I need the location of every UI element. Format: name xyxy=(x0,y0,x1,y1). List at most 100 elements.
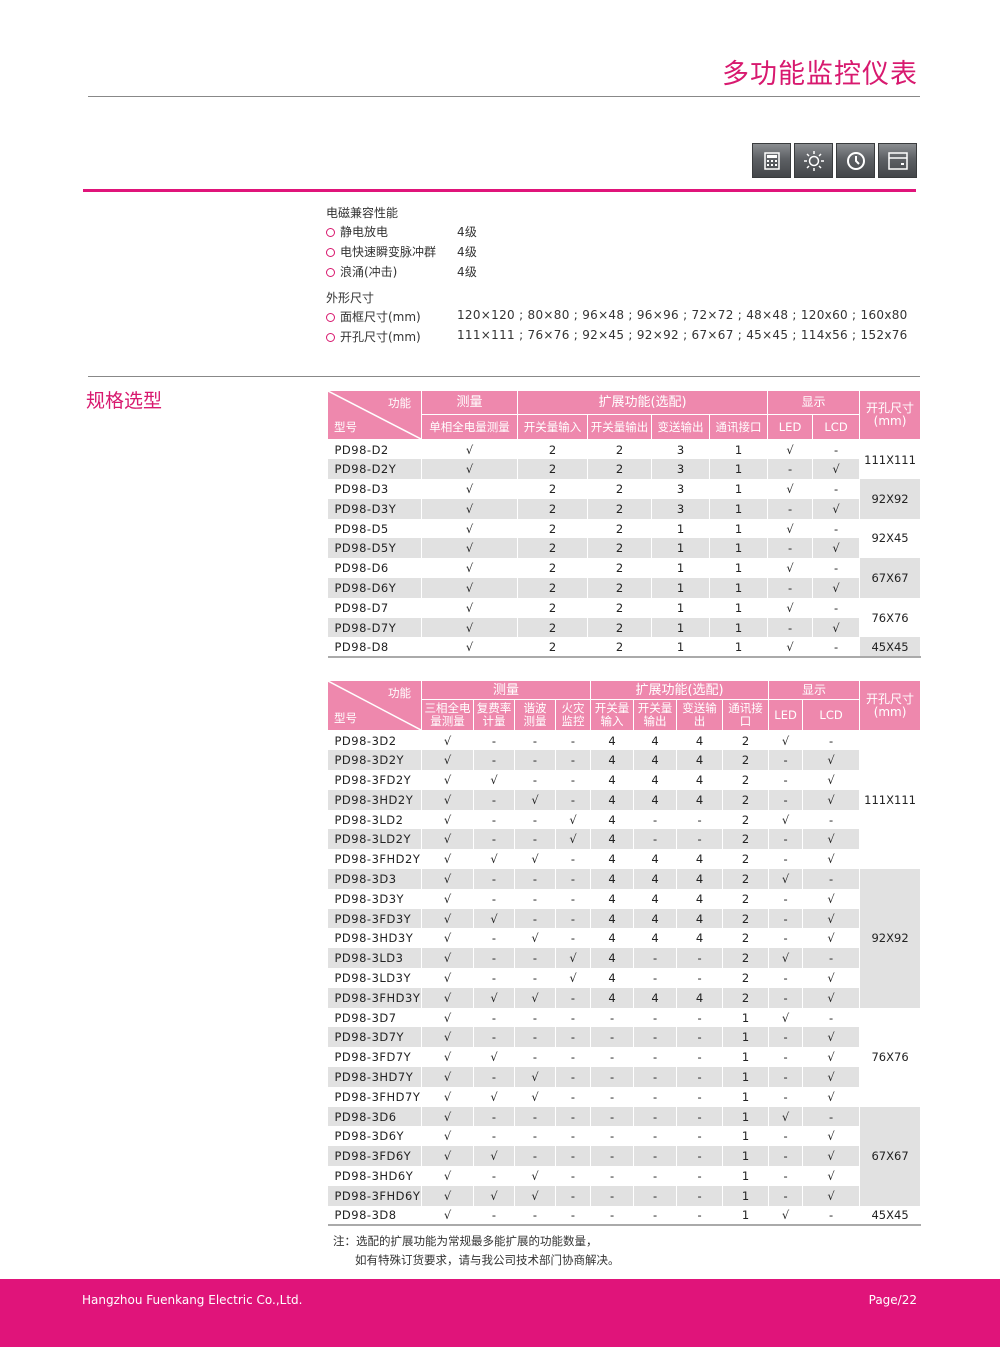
value-cell: - xyxy=(633,1166,678,1186)
table-row: PD98-D7Y √ 2 2 1 1- √ xyxy=(327,617,921,638)
value-cell: √ xyxy=(768,809,804,830)
value-cell: 1 xyxy=(651,578,710,598)
spec-label: 浪涌(冲击) xyxy=(326,263,397,280)
value-cell: - xyxy=(555,1067,592,1087)
value-cell: - xyxy=(555,1146,592,1167)
value-cell: - xyxy=(473,888,515,909)
value-cell: √ xyxy=(802,829,861,850)
value-cell: 1 xyxy=(722,1205,770,1227)
value-cell: 1 xyxy=(709,439,769,460)
value-cell: - xyxy=(676,1027,724,1048)
value-cell: - xyxy=(514,730,556,751)
value-cell: √ xyxy=(768,1007,804,1028)
clock-icon xyxy=(836,143,875,178)
value-cell: - xyxy=(514,750,556,771)
value-cell: 2 xyxy=(722,829,770,850)
model-cell: PD98-D8 xyxy=(327,637,422,659)
value-cell: - xyxy=(514,1027,556,1048)
value-cell: - xyxy=(590,1185,635,1206)
value-cell: √ xyxy=(802,750,861,771)
value-cell: - xyxy=(473,948,515,969)
value-cell: √ xyxy=(802,888,861,909)
spec-value: 111×111 ; 76×76 ; 92×45 ; 92×92 ; 67×67 … xyxy=(457,328,908,342)
value-cell: √ xyxy=(767,518,814,539)
value-cell: 4 xyxy=(633,789,678,810)
value-cell: - xyxy=(514,1205,556,1227)
value-cell: 4 xyxy=(590,849,635,870)
model-cell: PD98-D6Y xyxy=(327,578,422,598)
column-header: 变送输出 xyxy=(676,699,724,731)
value-cell: 2 xyxy=(722,750,770,771)
value-cell: √ xyxy=(473,987,515,1008)
cutout-size-cell: 92X92 xyxy=(859,479,922,519)
value-cell: - xyxy=(590,1166,635,1186)
column-header: 开关量输出 xyxy=(587,414,652,440)
value-cell: - xyxy=(514,829,556,850)
value-cell: 2 xyxy=(722,908,770,929)
group-header: 扩展功能(选配) xyxy=(590,680,770,700)
table-row: PD98-D8 √ 2 2 1 1 √ -45X45 xyxy=(327,637,922,659)
value-cell: √ xyxy=(473,1086,515,1107)
value-cell: - xyxy=(676,829,724,850)
value-cell: - xyxy=(802,1106,861,1127)
model-cell: PD98-3D6Y xyxy=(327,1126,422,1147)
cutout-size-cell: 92X92 xyxy=(859,869,922,1008)
value-cell: - xyxy=(473,789,515,810)
model-cell: PD98-3HD2Y xyxy=(327,789,422,810)
value-cell: √ xyxy=(421,1126,474,1147)
spec-value: 120×120 ; 80×80 ; 96×48 ; 96×96 ; 72×72 … xyxy=(457,308,908,322)
model-cell: PD98-3LD2 xyxy=(327,809,422,830)
model-cell: PD98-D3Y xyxy=(327,498,422,519)
value-cell: - xyxy=(473,1166,515,1186)
value-cell: 1 xyxy=(651,518,710,539)
value-cell: - xyxy=(473,730,515,751)
table-row: PD98-3D3Y √ - - -4 4 4 2- √ xyxy=(327,888,921,909)
value-cell: √ xyxy=(421,578,518,598)
value-cell: - xyxy=(676,1106,724,1127)
value-cell: 4 xyxy=(590,789,635,810)
value-cell: 1 xyxy=(722,1047,770,1068)
value-cell: - xyxy=(473,928,515,949)
spec-value: 4级 xyxy=(457,225,478,239)
section-title: 规格选型 xyxy=(86,390,163,412)
value-cell: √ xyxy=(514,1185,556,1206)
value-cell: - xyxy=(473,869,515,889)
value-cell: 4 xyxy=(676,770,724,790)
value-cell: 3 xyxy=(651,459,710,480)
value-cell: - xyxy=(555,987,592,1008)
value-cell: 2 xyxy=(722,948,770,969)
value-cell: - xyxy=(768,1146,804,1167)
value-cell: √ xyxy=(514,789,556,810)
table-row: PD98-3LD2Y √ - - √ 4- -2- √ xyxy=(327,829,921,850)
value-cell: - xyxy=(555,869,592,889)
value-cell: 2 xyxy=(722,789,770,810)
value-cell: - xyxy=(473,1205,515,1227)
table-row: PD98-3LD2 √ - - √ 4- -2 √ - xyxy=(327,809,921,830)
value-cell: - xyxy=(676,1146,724,1167)
corner-func: 功能 xyxy=(388,686,411,700)
value-cell: 1 xyxy=(722,1086,770,1107)
value-cell: √ xyxy=(473,908,515,929)
value-cell: - xyxy=(590,1146,635,1167)
value-cell: - xyxy=(473,750,515,771)
value-cell: - xyxy=(555,888,592,909)
value-cell: √ xyxy=(802,770,861,790)
value-cell: - xyxy=(514,1106,556,1127)
value-cell: - xyxy=(590,1067,635,1087)
table-row: PD98-3FD7Y √ √ - - - - -1- √ xyxy=(327,1047,921,1068)
model-cell: PD98-3HD7Y xyxy=(327,1067,422,1087)
value-cell: √ xyxy=(421,1086,474,1107)
calculator-icon xyxy=(752,143,791,178)
value-cell: √ xyxy=(514,987,556,1008)
value-cell: 2 xyxy=(587,538,652,559)
value-cell: 2 xyxy=(587,578,652,598)
value-cell: √ xyxy=(802,1126,861,1147)
value-cell: - xyxy=(473,809,515,830)
value-cell: - xyxy=(768,1126,804,1147)
value-cell: √ xyxy=(421,1047,474,1068)
value-cell: √ xyxy=(421,770,474,790)
value-cell: 1 xyxy=(709,578,769,598)
table-row: PD98-3LD3 √ - - √ 4- -2 √ - xyxy=(327,948,921,969)
value-cell: - xyxy=(514,888,556,909)
value-cell: 1 xyxy=(722,1106,770,1127)
